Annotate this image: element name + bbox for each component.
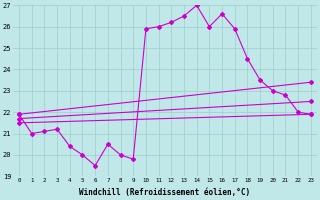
X-axis label: Windchill (Refroidissement éolien,°C): Windchill (Refroidissement éolien,°C) [79,188,251,197]
